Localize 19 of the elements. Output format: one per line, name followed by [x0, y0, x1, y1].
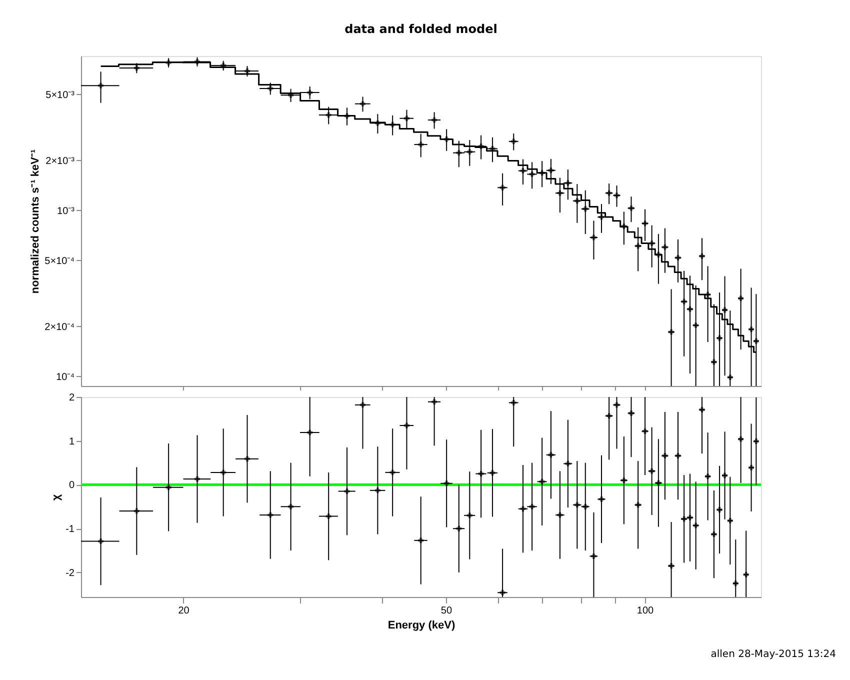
text: allen 28-May-2015 13:24	[710, 649, 836, 660]
y-tick-label: 10⁻⁴	[56, 372, 74, 383]
y-tick-label: -1	[66, 524, 75, 536]
x-tick-label: 50	[440, 606, 452, 616]
y-tick-label: 5×10⁻⁴	[44, 256, 74, 267]
y-tick-label: 2	[68, 392, 75, 404]
y-tick-label: 5×10⁻³	[46, 90, 76, 101]
x-axis-title: Energy (keV)	[388, 620, 456, 632]
y-tick-label: 1	[68, 436, 75, 448]
x-tick-label: 100	[636, 606, 654, 616]
y-tick-label: 2×10⁻⁴	[44, 322, 74, 333]
y-tick-label: 2×10⁻³	[46, 156, 76, 167]
x-tick-label: 20	[178, 606, 190, 616]
y-tick-label: 0	[68, 480, 75, 492]
y-tick-label: -2	[66, 568, 75, 579]
y-axis-title: χ	[50, 494, 63, 501]
y-tick-label: 10⁻³	[57, 206, 76, 217]
chart-title: data and folded model	[344, 22, 498, 36]
y-axis-title: normalized counts s⁻¹ keV⁻¹	[30, 149, 42, 294]
